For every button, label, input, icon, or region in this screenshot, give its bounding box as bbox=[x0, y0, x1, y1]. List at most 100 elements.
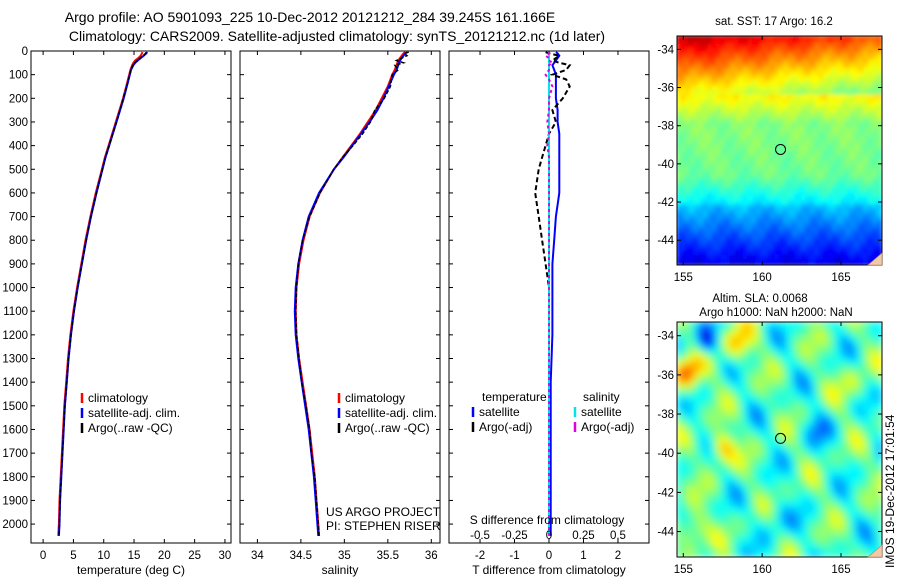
heatmap-cell bbox=[876, 443, 882, 450]
heatmap-cell bbox=[716, 126, 723, 134]
heatmap-cell bbox=[778, 53, 785, 60]
heatmap-cell bbox=[836, 122, 843, 129]
heatmap-cell bbox=[854, 499, 861, 507]
heatmap-cell bbox=[778, 546, 785, 554]
heatmap-cell bbox=[738, 396, 745, 403]
heatmap-cell bbox=[840, 140, 848, 147]
heatmap-cell bbox=[845, 236, 852, 244]
heatmap-cell bbox=[733, 325, 741, 333]
heatmap-cell bbox=[818, 227, 826, 234]
heatmap-cell bbox=[778, 94, 785, 102]
heatmap-cell bbox=[840, 405, 848, 413]
heatmap-cell bbox=[818, 335, 826, 342]
heatmap-cell bbox=[818, 67, 826, 74]
heatmap-cell bbox=[840, 466, 848, 474]
heatmap-cell bbox=[711, 537, 719, 544]
heatmap-cell bbox=[823, 353, 830, 361]
heatmap-cell bbox=[876, 199, 882, 207]
heatmap-cell bbox=[733, 490, 741, 497]
heatmap-cell bbox=[684, 126, 692, 134]
heatmap-cell bbox=[751, 177, 759, 184]
heatmap-cell bbox=[729, 344, 736, 352]
heatmap-cell bbox=[711, 476, 719, 483]
heatmap-cell bbox=[818, 353, 826, 361]
heatmap-cell bbox=[729, 186, 736, 193]
heatmap-cell bbox=[765, 353, 772, 361]
heatmap-cell bbox=[854, 485, 861, 493]
heatmap-cell bbox=[863, 48, 870, 56]
heatmap-cell bbox=[720, 195, 728, 202]
heatmap-cell bbox=[858, 391, 866, 399]
heatmap-cell bbox=[760, 177, 768, 184]
heatmap-cell bbox=[765, 76, 772, 83]
heatmap-cell bbox=[849, 490, 857, 497]
heatmap-cell bbox=[707, 231, 714, 239]
heatmap-cell bbox=[791, 330, 799, 338]
heatmap-cell bbox=[774, 250, 781, 257]
heatmap-cell bbox=[684, 167, 692, 175]
heatmap-cell bbox=[840, 452, 848, 460]
heatmap-cell bbox=[863, 330, 870, 338]
heatmap-cell bbox=[677, 466, 683, 474]
heatmap-cell bbox=[677, 186, 683, 193]
heatmap-cell bbox=[800, 353, 808, 361]
heatmap-cell bbox=[814, 250, 821, 257]
heatmap-cell bbox=[738, 335, 745, 342]
heatmap-cell bbox=[876, 181, 882, 189]
heatmap-cell bbox=[756, 245, 763, 253]
heatmap-cell bbox=[769, 476, 777, 483]
heatmap-cell bbox=[680, 80, 687, 88]
heatmap-cell bbox=[747, 382, 754, 389]
heatmap-cell bbox=[836, 85, 843, 92]
heatmap-cell bbox=[698, 135, 705, 143]
heatmap-cell bbox=[836, 167, 843, 175]
heatmap-cell bbox=[796, 131, 803, 138]
heatmap-cell bbox=[702, 509, 710, 516]
heatmap-cell bbox=[832, 457, 839, 464]
heatmap-cell bbox=[872, 546, 879, 554]
heatmap-cell bbox=[796, 222, 803, 230]
heatmap-cell bbox=[698, 108, 705, 115]
heatmap-cell bbox=[733, 94, 741, 102]
heatmap-cell bbox=[805, 382, 812, 389]
heatmap-cell bbox=[814, 344, 821, 352]
heatmap-cell bbox=[863, 222, 870, 230]
heatmap-cell bbox=[840, 172, 848, 179]
heatmap-cell bbox=[809, 518, 817, 526]
heatmap-cell bbox=[751, 108, 759, 115]
heatmap-cell bbox=[849, 527, 857, 535]
heatmap-cell bbox=[742, 53, 750, 60]
heatmap-cell bbox=[774, 485, 781, 493]
heatmap-cell bbox=[765, 476, 772, 483]
heatmap-cell bbox=[823, 466, 830, 474]
heatmap-cell bbox=[809, 62, 817, 70]
heatmap-cell bbox=[832, 335, 839, 342]
heatmap-cell bbox=[858, 457, 866, 464]
heatmap-cell bbox=[729, 209, 736, 216]
heatmap-cell bbox=[800, 163, 808, 170]
heatmap-cell bbox=[854, 368, 861, 375]
heatmap-cell bbox=[778, 433, 785, 441]
heatmap-cell bbox=[818, 177, 826, 184]
heatmap-cell bbox=[774, 39, 781, 47]
heatmap-cell bbox=[823, 504, 830, 511]
heatmap-cell bbox=[809, 163, 817, 170]
heatmap-cell bbox=[733, 523, 741, 530]
heatmap-cell bbox=[720, 231, 728, 239]
heatmap-cell bbox=[800, 363, 808, 370]
heatmap-cell bbox=[747, 330, 754, 338]
heatmap-cell bbox=[791, 462, 799, 469]
heatmap-cell bbox=[733, 532, 741, 540]
heatmap-cell bbox=[689, 476, 696, 483]
heatmap-cell bbox=[738, 36, 745, 42]
heatmap-cell bbox=[823, 386, 830, 394]
heatmap-cell bbox=[725, 368, 732, 375]
heatmap-cell bbox=[778, 213, 785, 221]
heatmap-cell bbox=[805, 429, 812, 436]
heatmap-cell bbox=[858, 541, 866, 549]
heatmap-cell bbox=[867, 167, 875, 175]
heatmap-cell bbox=[800, 349, 808, 356]
heatmap-cell bbox=[840, 222, 848, 230]
heatmap-cell bbox=[867, 400, 875, 408]
